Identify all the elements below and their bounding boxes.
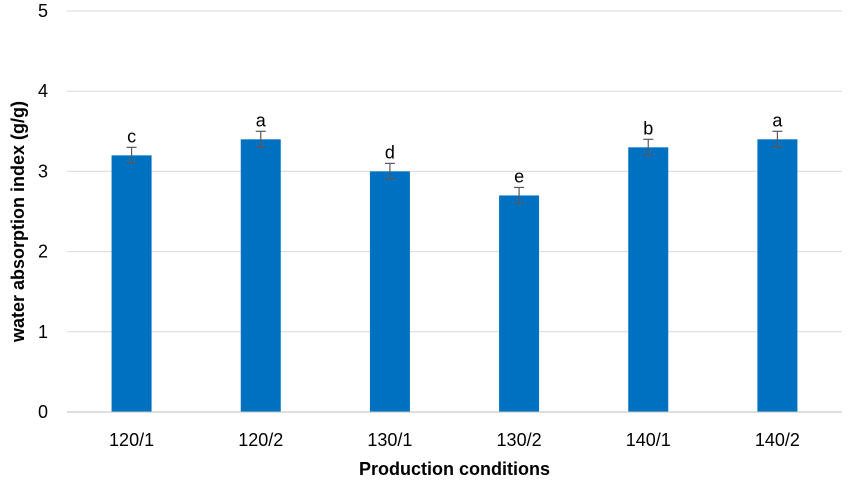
x-tick-label: 130/2	[497, 430, 542, 450]
x-axis-title: Production conditions	[359, 459, 550, 479]
x-tick-label: 120/1	[109, 430, 154, 450]
bar	[240, 139, 281, 412]
error-bar	[126, 146, 137, 164]
bar	[757, 139, 798, 412]
error-bar	[384, 162, 395, 181]
x-tick-label: 140/1	[626, 430, 671, 450]
y-tick-label: 0	[38, 402, 48, 422]
error-bar	[255, 130, 266, 148]
bar	[499, 195, 540, 412]
y-tick-labels: 0 1 2 3 4 5	[38, 1, 48, 422]
y-tick-label: 5	[38, 1, 48, 21]
error-bar	[772, 130, 783, 148]
y-tick-label: 2	[38, 242, 48, 262]
y-tick-label: 3	[38, 161, 48, 181]
significance-letter: d	[385, 142, 395, 162]
bar	[628, 147, 669, 412]
significance-letters: c a d e b a	[127, 110, 783, 186]
error-bars	[126, 130, 783, 205]
significance-letter: a	[256, 110, 267, 130]
significance-letter: a	[772, 110, 783, 130]
error-bar	[514, 186, 525, 205]
x-tick-label: 130/1	[367, 430, 412, 450]
x-tick-label: 140/2	[755, 430, 800, 450]
y-tick-label: 4	[38, 81, 48, 101]
bar	[111, 155, 152, 413]
error-bar	[643, 138, 654, 156]
significance-letter: c	[127, 126, 136, 146]
y-axis-title: water absorption index (g/g)	[8, 101, 28, 343]
significance-letter: e	[514, 166, 524, 186]
x-tick-label: 120/2	[238, 430, 283, 450]
y-tick-label: 1	[38, 322, 48, 342]
bar	[369, 171, 410, 412]
gridlines	[67, 10, 842, 333]
significance-letter: b	[643, 118, 653, 138]
x-tick-labels: 120/1 120/2 130/1 130/2 140/1 140/2	[109, 430, 800, 450]
bars	[111, 139, 798, 413]
